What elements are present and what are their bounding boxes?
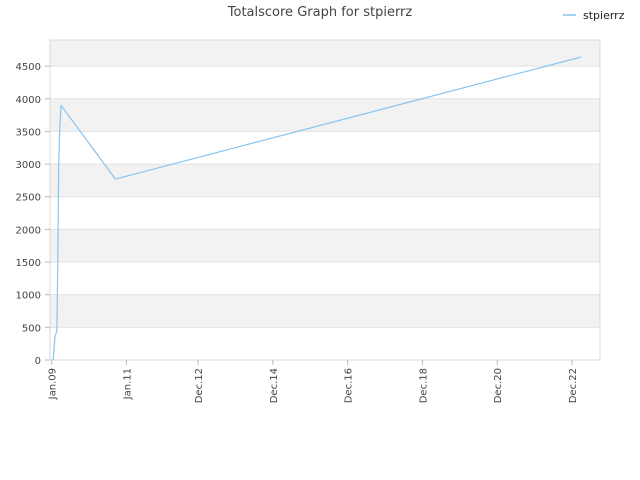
plot-band — [50, 98, 600, 132]
legend: stpierrz — [563, 9, 625, 22]
y-tick-label: 1500 — [16, 258, 41, 269]
plot-band — [50, 229, 600, 263]
x-axis: Jan.09 Jan.11 Dec.12 Dec.14 Dec.16 Dec.18 Dec.… — [48, 360, 579, 403]
chart-title: Totalscore Graph for stpierrz — [227, 5, 413, 20]
y-tick-label: 500 — [22, 323, 41, 334]
plot-frame — [49, 39, 601, 361]
x-tick-label: Jan.11 — [122, 368, 133, 400]
y-tick-label: 2500 — [16, 193, 41, 204]
x-tick-label: Dec.22 — [568, 368, 579, 403]
plot-bands — [50, 40, 600, 328]
gridlines — [50, 65, 600, 361]
x-tick-label: Dec.18 — [418, 368, 429, 403]
y-axis: 0 500 1000 1500 2000 2500 3000 3500 4000 4500 — [16, 62, 50, 367]
x-tick-label: Jan.09 — [48, 368, 59, 400]
y-tick-label: 1000 — [16, 291, 41, 302]
plot-band — [50, 40, 600, 67]
plot-band — [50, 294, 600, 328]
plot-band — [50, 164, 600, 197]
y-tick-label: 3000 — [16, 160, 41, 171]
y-tick-label: 0 — [35, 356, 41, 367]
y-tick-label: 3500 — [16, 127, 41, 138]
x-tick-label: Dec.16 — [344, 368, 355, 403]
x-tick-label: Dec.12 — [194, 368, 205, 403]
x-tick-label: Dec.20 — [493, 368, 504, 403]
y-tick-label: 4000 — [16, 95, 41, 106]
x-tick-label: Dec.14 — [269, 368, 280, 403]
y-tick-label: 2000 — [16, 225, 41, 236]
series-line — [52, 56, 582, 361]
legend-label: stpierrz — [583, 9, 625, 22]
series-lines — [52, 56, 582, 361]
y-tick-label: 4500 — [16, 62, 41, 73]
